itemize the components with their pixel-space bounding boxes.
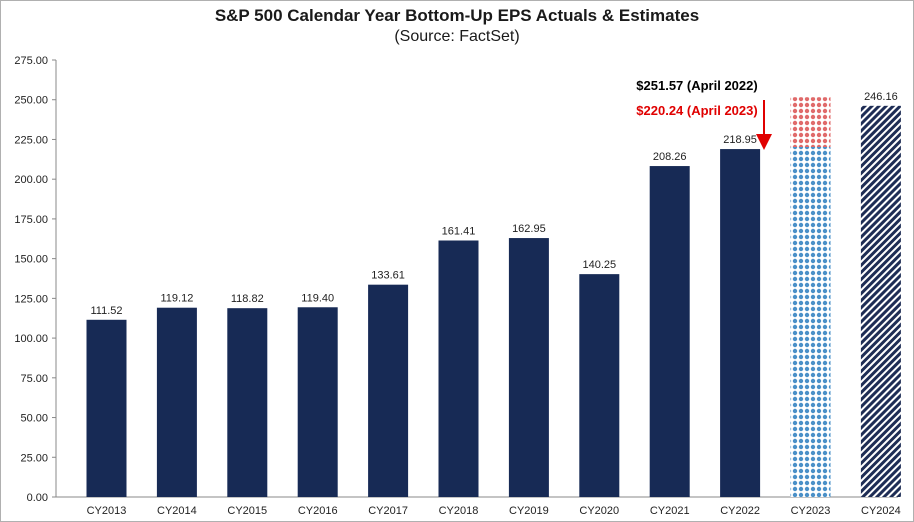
chart-title: S&P 500 Calendar Year Bottom-Up EPS Actu…: [214, 6, 700, 25]
bar-cy2019: [508, 238, 549, 498]
value-label-cy2022: 218.95: [723, 134, 757, 146]
x-tick-label-cy2015: CY2015: [227, 505, 267, 517]
value-label-cy2019: 162.95: [512, 223, 546, 235]
annotation-current-estimate: $220.24 (April 2023): [636, 103, 757, 118]
value-label-cy2018: 161.41: [442, 226, 476, 238]
bar-cy2024: [860, 105, 901, 498]
bar-cy2013: [86, 319, 127, 497]
x-tick-label-cy2022: CY2022: [720, 505, 760, 517]
y-tick-label: 225.00: [14, 134, 48, 146]
y-tick-label: 100.00: [14, 333, 48, 345]
y-tick-label: 200.00: [14, 174, 48, 186]
bar-cy2023: [790, 147, 831, 497]
y-tick-label: 150.00: [14, 254, 48, 266]
x-tick-label-cy2013: CY2013: [87, 505, 127, 517]
x-tick-label-cy2021: CY2021: [650, 505, 690, 517]
bar-previous-estimate-cy2023: [790, 97, 831, 148]
x-tick-label-cy2018: CY2018: [439, 505, 479, 517]
value-label-cy2021: 208.26: [653, 151, 687, 163]
bar-cy2022: [720, 149, 761, 497]
y-tick-label: 125.00: [14, 293, 48, 305]
y-tick-label: 275.00: [14, 55, 48, 67]
y-tick-label: 175.00: [14, 214, 48, 226]
value-label-cy2020: 140.25: [582, 259, 616, 271]
y-tick-label: 75.00: [20, 373, 48, 385]
bar-cy2017: [368, 284, 409, 497]
bar-cy2020: [579, 274, 620, 497]
y-tick-label: 25.00: [20, 452, 48, 464]
x-tick-label-cy2020: CY2020: [579, 505, 619, 517]
value-label-cy2013: 111.52: [90, 305, 122, 317]
bar-cy2015: [227, 308, 268, 497]
bar-cy2021: [649, 166, 690, 498]
y-tick-label: 0.00: [27, 492, 48, 504]
bar-cy2018: [438, 240, 479, 498]
bar-cy2016: [297, 307, 338, 497]
value-label-cy2016: 119.40: [301, 292, 334, 304]
annotation-previous-estimate: $251.57 (April 2022): [636, 78, 757, 93]
y-tick-label: 50.00: [20, 413, 48, 425]
value-label-cy2024: 246.16: [864, 91, 898, 103]
x-tick-label-cy2023: CY2023: [791, 505, 831, 517]
chart-subtitle: (Source: FactSet): [394, 28, 520, 45]
x-tick-label-cy2024: CY2024: [861, 505, 901, 517]
x-tick-label-cy2017: CY2017: [368, 505, 408, 517]
x-tick-label-cy2016: CY2016: [298, 505, 338, 517]
value-label-cy2014: 119.12: [160, 293, 193, 305]
x-tick-label-cy2014: CY2014: [157, 505, 197, 517]
bar-cy2014: [156, 307, 197, 497]
x-tick-label-cy2019: CY2019: [509, 505, 549, 517]
value-label-cy2015: 118.82: [231, 293, 264, 305]
value-label-cy2017: 133.61: [371, 270, 405, 282]
y-tick-label: 250.00: [14, 95, 48, 107]
